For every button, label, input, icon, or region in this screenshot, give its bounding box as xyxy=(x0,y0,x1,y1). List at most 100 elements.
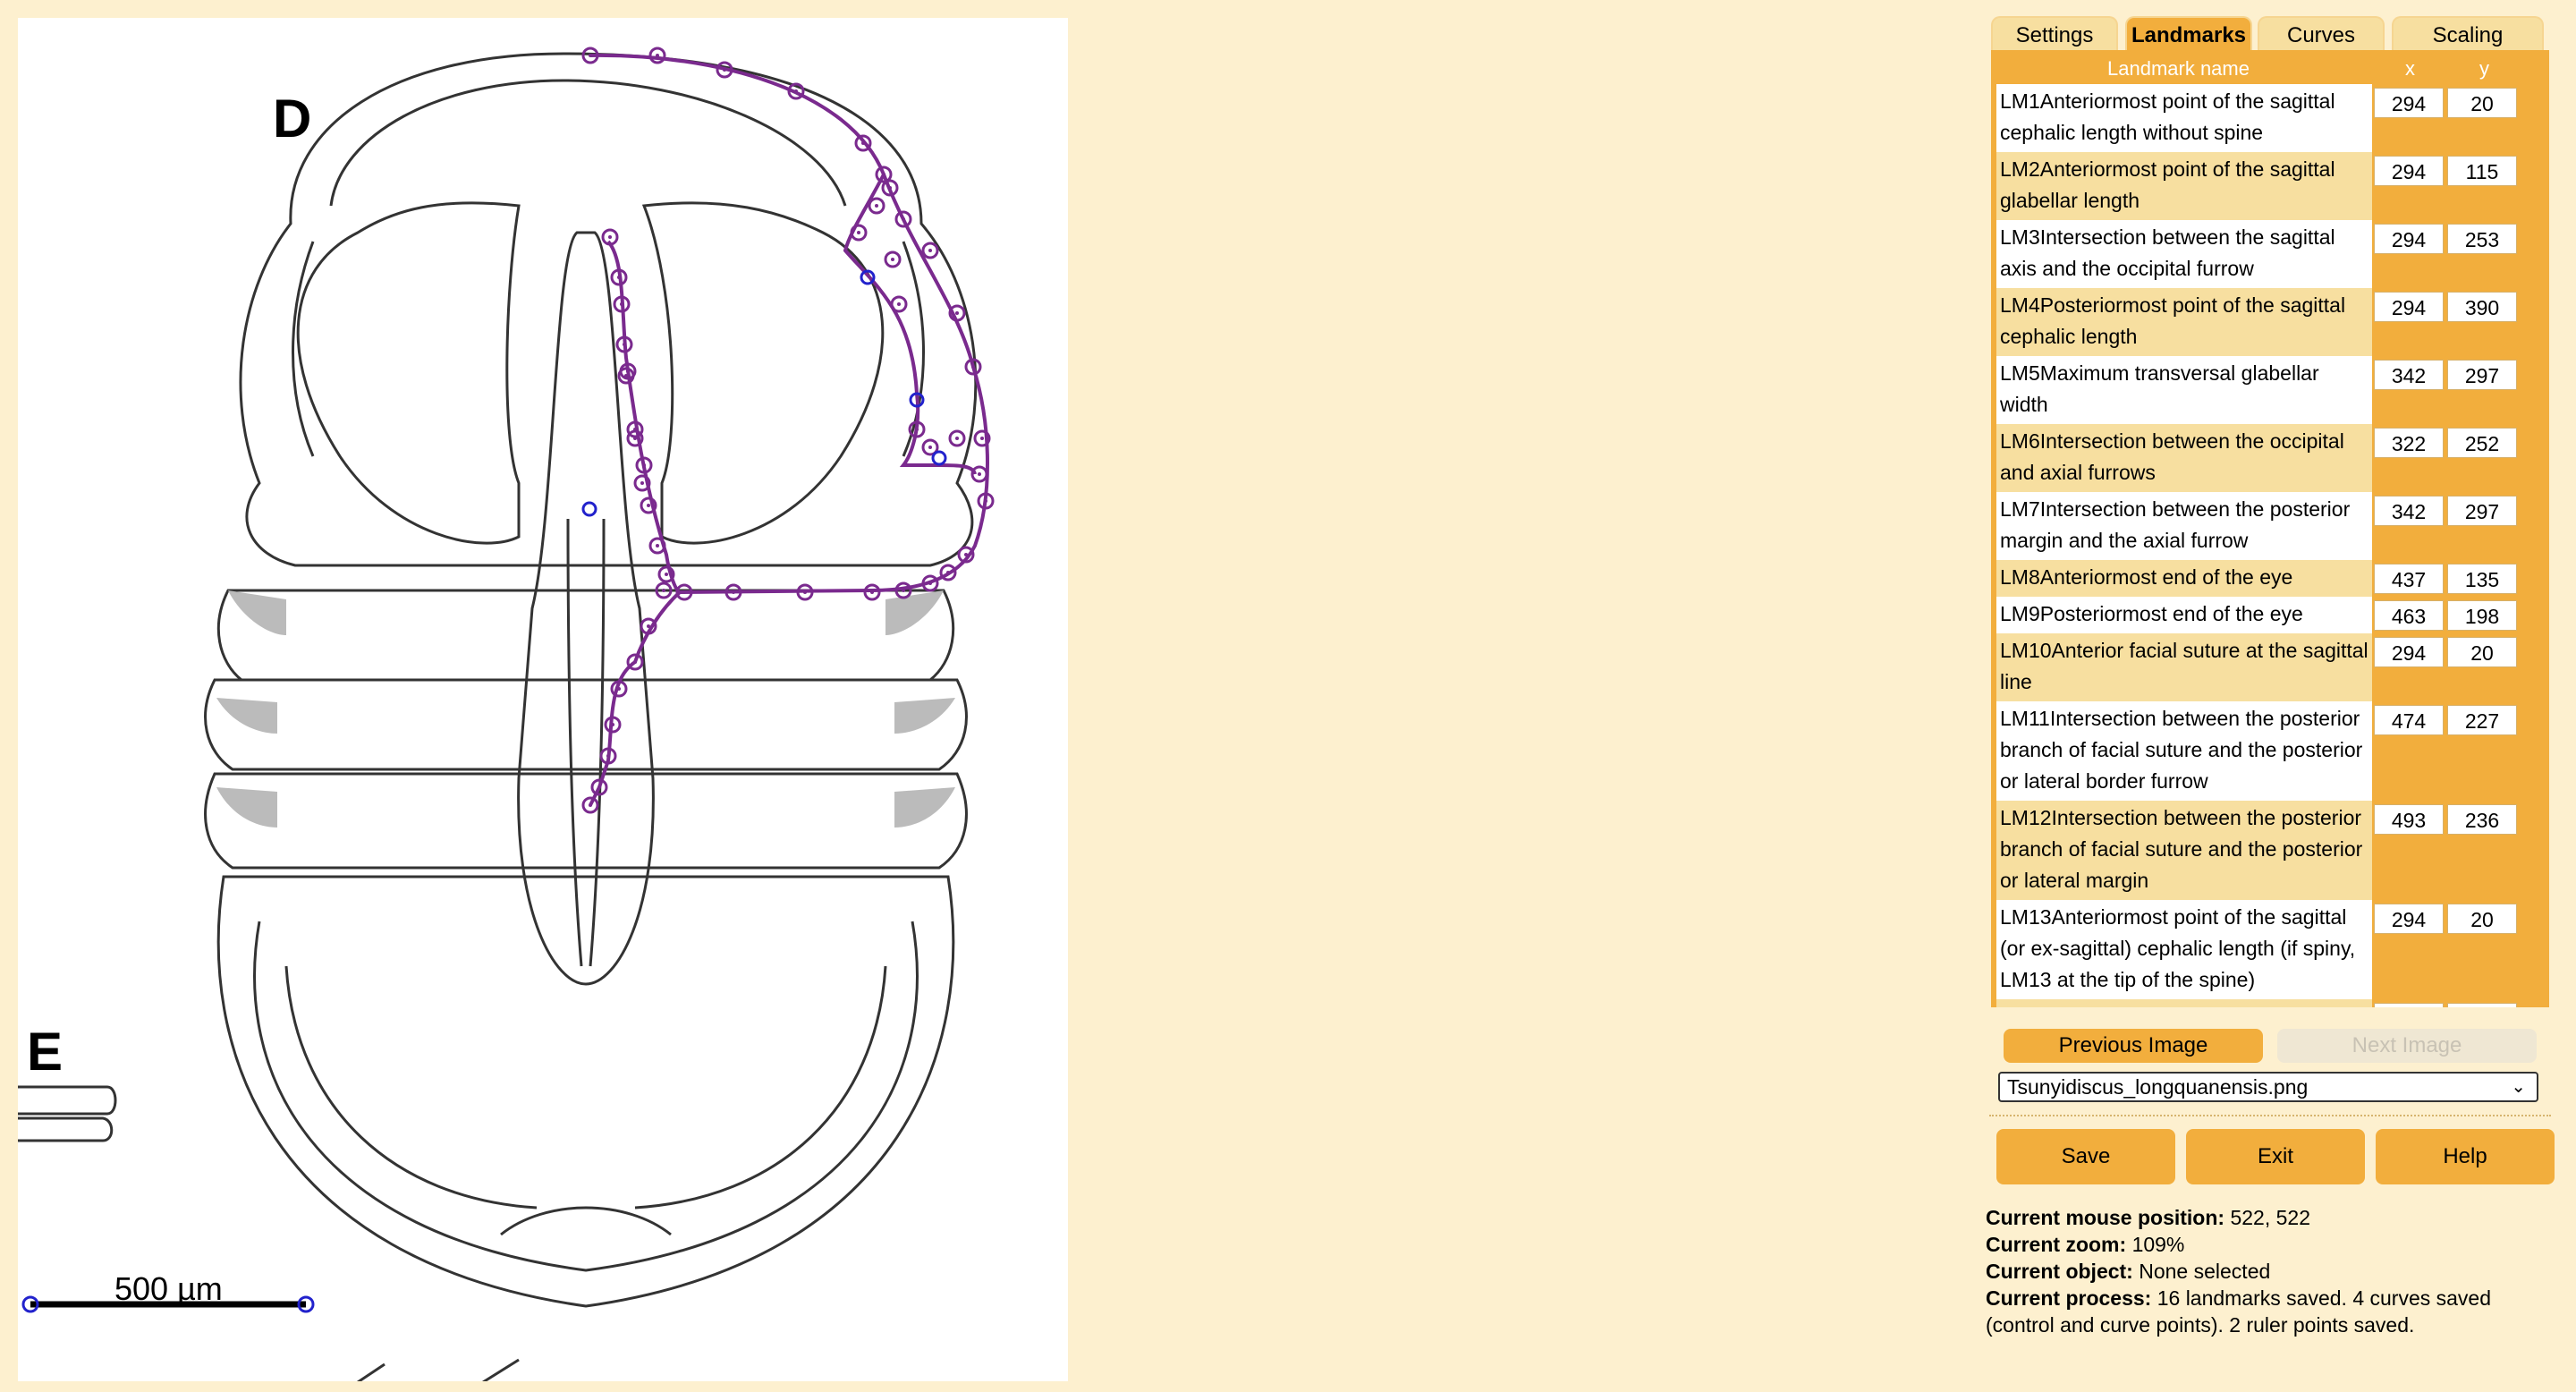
landmark-y-field[interactable]: 236 xyxy=(2447,804,2517,835)
landmark-x-field[interactable]: 294 xyxy=(2374,904,2444,934)
landmark-point[interactable] xyxy=(626,429,644,447)
table-row[interactable]: LM2Anteriormost point of the sagittal gl… xyxy=(1996,152,2542,220)
table-row[interactable]: LM6Intersection between the occipital an… xyxy=(1996,424,2542,492)
landmark-point[interactable] xyxy=(875,166,893,183)
landmark-point[interactable] xyxy=(884,250,902,268)
landmark-y-field[interactable]: 20 xyxy=(2447,637,2517,667)
landmark-point[interactable] xyxy=(787,82,805,100)
landmark-point[interactable] xyxy=(610,680,628,698)
landmark-point[interactable] xyxy=(716,61,733,79)
landmark-x-field[interactable]: 294 xyxy=(2374,88,2444,118)
landmark-point[interactable] xyxy=(939,564,957,581)
image-file-select[interactable]: Tsunyidiscus_longquanensis.png ⌄ xyxy=(1998,1072,2538,1102)
landmark-point[interactable] xyxy=(601,228,619,246)
landmark-x-field[interactable]: 294 xyxy=(2374,156,2444,186)
table-row[interactable]: LM4Posteriormost point of the sagittal c… xyxy=(1996,288,2542,356)
ruler-point[interactable] xyxy=(21,1295,39,1313)
landmark-table[interactable]: Landmark name x y LM1Anteriormost point … xyxy=(1991,50,2549,1007)
landmark-point[interactable] xyxy=(640,497,657,514)
landmark-point[interactable] xyxy=(604,716,622,734)
landmark-point-selected[interactable] xyxy=(931,450,947,466)
next-image-button[interactable]: Next Image xyxy=(2277,1029,2537,1063)
landmark-point[interactable] xyxy=(973,429,991,447)
landmark-point[interactable] xyxy=(970,465,988,483)
image-canvas[interactable]: D E 500 µm xyxy=(18,18,1068,1381)
landmark-curve-outline[interactable] xyxy=(589,53,989,806)
landmark-point[interactable] xyxy=(581,796,599,814)
table-row[interactable]: LM9Posteriormost end of the eye 463 198 xyxy=(1996,597,2542,633)
landmark-point[interactable] xyxy=(724,583,742,601)
landmark-point[interactable] xyxy=(675,583,693,601)
landmark-point[interactable] xyxy=(863,583,881,601)
landmark-y-field[interactable]: 172 xyxy=(2447,1003,2517,1007)
landmark-y-field[interactable]: 297 xyxy=(2447,360,2517,390)
landmark-y-field[interactable]: 297 xyxy=(2447,496,2517,526)
landmark-point[interactable] xyxy=(948,304,966,322)
landmark-x-field[interactable]: 474 xyxy=(2374,705,2444,735)
previous-image-button[interactable]: Previous Image xyxy=(2004,1029,2263,1063)
landmark-x-field[interactable]: 437 xyxy=(2374,564,2444,594)
landmark-point[interactable] xyxy=(948,429,966,447)
landmark-x-field[interactable]: 463 xyxy=(2374,600,2444,631)
landmark-x-field[interactable]: 342 xyxy=(2374,496,2444,526)
landmark-point[interactable] xyxy=(648,47,666,64)
landmark-x-field[interactable]: 294 xyxy=(2374,292,2444,322)
landmark-point[interactable] xyxy=(854,134,872,152)
landmark-point[interactable] xyxy=(626,653,644,671)
landmark-point[interactable] xyxy=(657,565,675,583)
table-row[interactable]: LM1Anteriormost point of the sagittal ce… xyxy=(1996,84,2542,152)
landmark-x-field[interactable]: 294 xyxy=(2374,637,2444,667)
landmark-point[interactable] xyxy=(890,295,908,313)
landmark-point[interactable] xyxy=(977,492,995,510)
landmark-point[interactable] xyxy=(850,224,868,242)
table-row[interactable]: LM14Lateralmost external point of the465… xyxy=(1996,999,2542,1007)
table-row[interactable]: LM10Anterior facial suture at the sagitt… xyxy=(1996,633,2542,701)
landmark-point[interactable] xyxy=(599,747,617,765)
landmark-point[interactable] xyxy=(615,335,633,353)
landmark-x-field[interactable]: 294 xyxy=(2374,224,2444,254)
help-button[interactable]: Help xyxy=(2376,1129,2555,1184)
tab-scaling[interactable]: Scaling xyxy=(2392,16,2544,50)
landmark-point[interactable] xyxy=(635,456,653,474)
landmark-point[interactable] xyxy=(655,581,673,599)
landmark-point[interactable] xyxy=(908,420,926,438)
landmark-y-field[interactable]: 252 xyxy=(2447,428,2517,458)
landmark-point-selected[interactable] xyxy=(860,269,876,285)
tab-settings[interactable]: Settings xyxy=(1991,16,2118,50)
trilobite-drawing[interactable]: D E 500 µm xyxy=(18,18,1068,1381)
landmark-point[interactable] xyxy=(964,358,982,376)
table-row[interactable]: LM12Intersection between the posterior b… xyxy=(1996,801,2542,900)
tab-curves[interactable]: Curves xyxy=(2258,16,2385,50)
landmark-y-field[interactable]: 20 xyxy=(2447,904,2517,934)
landmark-point[interactable] xyxy=(633,474,651,492)
landmark-point[interactable] xyxy=(921,242,939,259)
landmark-point[interactable] xyxy=(581,47,599,64)
landmark-point[interactable] xyxy=(590,778,608,796)
landmark-y-field[interactable]: 390 xyxy=(2447,292,2517,322)
landmark-y-field[interactable]: 135 xyxy=(2447,564,2517,594)
landmark-x-field[interactable]: 322 xyxy=(2374,428,2444,458)
landmark-point[interactable] xyxy=(868,197,886,215)
landmark-point[interactable] xyxy=(894,210,912,228)
landmark-point[interactable] xyxy=(881,179,899,197)
landmark-x-field[interactable]: 342 xyxy=(2374,360,2444,390)
tab-landmarks[interactable]: Landmarks xyxy=(2125,16,2252,50)
table-row[interactable]: LM11Intersection between the posterior b… xyxy=(1996,701,2542,801)
landmark-point[interactable] xyxy=(640,617,657,635)
table-row[interactable]: LM3Intersection between the sagittal axi… xyxy=(1996,220,2542,288)
landmark-point[interactable] xyxy=(619,362,637,380)
landmark-y-field[interactable]: 20 xyxy=(2447,88,2517,118)
landmark-y-field[interactable]: 198 xyxy=(2447,600,2517,631)
landmark-point[interactable] xyxy=(613,295,631,313)
table-row[interactable]: LM5Maximum transversal glabellar width 34… xyxy=(1996,356,2542,424)
table-row[interactable]: LM7Intersection between the posterior ma… xyxy=(1996,492,2542,560)
landmark-x-field[interactable]: 493 xyxy=(2374,804,2444,835)
save-button[interactable]: Save xyxy=(1996,1129,2175,1184)
landmark-point[interactable] xyxy=(957,546,975,564)
landmark-x-field[interactable]: 465 xyxy=(2374,1003,2444,1007)
landmark-point[interactable] xyxy=(921,438,939,456)
landmark-y-field[interactable]: 227 xyxy=(2447,705,2517,735)
landmark-point[interactable] xyxy=(894,581,912,599)
landmark-point[interactable] xyxy=(921,574,939,592)
exit-button[interactable]: Exit xyxy=(2186,1129,2365,1184)
